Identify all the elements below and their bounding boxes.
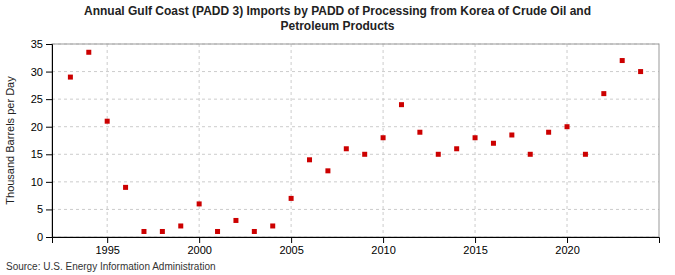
tick-label: 1995: [95, 244, 119, 256]
point: [491, 141, 496, 146]
plot: 1995 2000 2005 2010 2015 2020 0 5 10 15 20 25 30 35: [31, 38, 660, 256]
tick: 2020: [555, 237, 579, 256]
tick-mark: [46, 72, 52, 73]
grid-line-x: [107, 44, 108, 237]
tick: 10: [31, 176, 52, 188]
plot-frame: [52, 44, 659, 237]
tick-mark: [107, 237, 108, 243]
point: [362, 152, 367, 157]
tick-mark: [46, 127, 52, 128]
tick-mark: [46, 99, 52, 100]
point: [141, 229, 146, 234]
title-line: Petroleum Products: [280, 19, 394, 33]
tick-mark: [46, 182, 52, 183]
tick-label: 35: [31, 38, 43, 50]
tick-mark: [46, 237, 52, 238]
point: [509, 132, 514, 137]
point: [454, 146, 459, 151]
tick-mark: [383, 237, 384, 243]
point: [160, 229, 165, 234]
tick: 20: [31, 121, 52, 133]
tick-mark: [567, 237, 568, 243]
point: [344, 146, 349, 151]
title-line: Annual Gulf Coast (PADD 3) Imports by PA…: [84, 4, 591, 18]
point: [123, 185, 128, 190]
grid-line-y: [52, 154, 659, 155]
grid-line-x: [475, 44, 476, 237]
source: Source: U.S. Energy Information Administ…: [6, 261, 216, 272]
point: [86, 50, 91, 55]
point: [546, 130, 551, 135]
point: [197, 201, 202, 206]
point: [620, 58, 625, 63]
tick-label: 30: [31, 66, 43, 78]
point: [178, 223, 183, 228]
point: [583, 152, 588, 157]
point: [436, 152, 441, 157]
title: Annual Gulf Coast (PADD 3) Imports by PA…: [84, 4, 591, 33]
tick-label: 15: [31, 148, 43, 160]
tick-label: 10: [31, 176, 43, 188]
tick-label: 5: [37, 203, 43, 215]
y-axis-title: Thousand Barrels per Day: [4, 76, 16, 205]
tick: 35: [31, 38, 52, 50]
point: [473, 135, 478, 140]
point: [307, 157, 312, 162]
tick-label: 2020: [555, 244, 579, 256]
grid-line-y: [52, 209, 659, 210]
point: [381, 135, 386, 140]
axis-line: [46, 45, 53, 238]
tick: 5: [37, 203, 52, 215]
point: [638, 69, 643, 74]
tick-mark: [291, 237, 292, 243]
point: [215, 229, 220, 234]
grid-line-y: [52, 99, 659, 100]
point: [399, 102, 404, 107]
y-axis: 0 5 10 15 20 25 30 35: [31, 38, 53, 243]
grid-line-x: [199, 44, 200, 237]
tick: 2005: [279, 237, 303, 256]
point: [325, 168, 330, 173]
point: [270, 223, 275, 228]
point: [252, 229, 257, 234]
grid-line-x: [567, 44, 568, 237]
tick: 0: [37, 231, 52, 243]
points: [68, 50, 643, 234]
tick-label: 2010: [371, 244, 395, 256]
tick-mark: [199, 237, 200, 243]
tick-label: 2005: [279, 244, 303, 256]
grid-line-x: [383, 44, 384, 237]
grid: [52, 44, 659, 237]
grid-line-x: [291, 44, 292, 237]
tick: 15: [31, 148, 52, 160]
tick-mark: [46, 209, 52, 210]
tick: 2000: [187, 237, 211, 256]
grid-line-y: [52, 181, 659, 182]
tick-mark: [46, 154, 52, 155]
point: [528, 152, 533, 157]
point: [233, 218, 238, 223]
tick: 25: [31, 93, 52, 105]
tick: 1995: [95, 237, 119, 256]
tick-mark: [475, 237, 476, 243]
axis-line: [53, 238, 660, 244]
tick-label: 2000: [187, 244, 211, 256]
point: [601, 91, 606, 96]
grid-line-y: [52, 71, 659, 72]
tick-label: 0: [37, 231, 43, 243]
tick: 2015: [463, 237, 487, 256]
x-axis: 1995 2000 2005 2010 2015 2020: [53, 237, 660, 256]
tick: 2010: [371, 237, 395, 256]
tick: 30: [31, 66, 52, 78]
tick-label: 20: [31, 121, 43, 133]
point: [105, 119, 110, 124]
point: [68, 75, 73, 80]
tick-label: 25: [31, 93, 43, 105]
chart: Annual Gulf Coast (PADD 3) Imports by PA…: [0, 0, 675, 275]
point: [417, 130, 422, 135]
tick-label: 2015: [463, 244, 487, 256]
point: [565, 124, 570, 129]
point: [289, 196, 294, 201]
tick-mark: [46, 44, 52, 45]
